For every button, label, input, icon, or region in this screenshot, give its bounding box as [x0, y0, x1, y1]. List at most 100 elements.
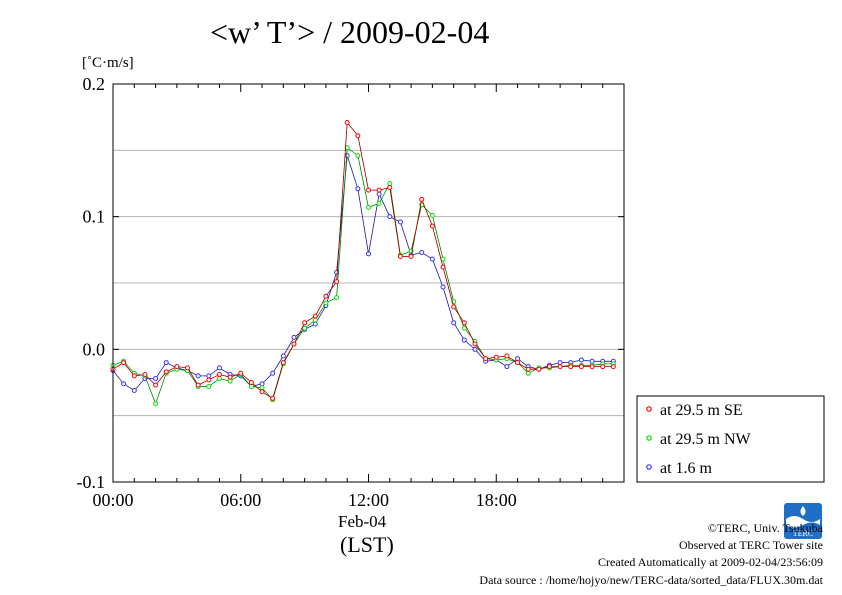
- data-point: [419, 249, 425, 255]
- data-point: [461, 320, 467, 326]
- legend-box: [636, 395, 825, 483]
- y-tick-label: 0.0: [83, 339, 106, 359]
- credit-created: Created Automatically at 2009-02-04/23:5…: [598, 555, 823, 570]
- data-point: [259, 385, 265, 391]
- data-point: [366, 187, 371, 193]
- data-point: [408, 253, 414, 259]
- series-line: [112, 155, 614, 392]
- data-point: [163, 369, 169, 375]
- data-point: [259, 389, 265, 395]
- data-point: [227, 374, 233, 380]
- data-point: [578, 357, 584, 363]
- data-point: [387, 214, 393, 220]
- credits-block: ©TERC, Univ. Tsukuba Observed at TERC To…: [479, 520, 823, 589]
- data-point: [387, 184, 393, 190]
- series-line-shadow: [112, 121, 614, 399]
- data-point: [270, 395, 276, 401]
- series-line-shadow: [112, 147, 614, 405]
- x-tick-label: 06:00: [220, 490, 261, 510]
- terc-logo-icon: TERC: [784, 503, 822, 539]
- data-point: [525, 366, 531, 372]
- data-point: [355, 153, 361, 159]
- data-point: [451, 304, 457, 310]
- data-point: [600, 364, 606, 370]
- credit-site: Observed at TERC Tower site: [678, 538, 823, 553]
- data-point: [142, 372, 148, 378]
- data-point: [206, 383, 212, 389]
- data-point: [493, 354, 499, 360]
- data-point: [440, 264, 446, 270]
- data-point: [280, 353, 286, 359]
- data-point: [216, 365, 222, 371]
- data-point: [302, 325, 308, 331]
- legend: at 29.5 m SE at 29.5 m NW at 1.6 m: [636, 395, 825, 483]
- data-point: [536, 366, 542, 372]
- series-layer: [110, 119, 616, 407]
- legend-label: at 1.6 m: [660, 460, 713, 477]
- data-point: [323, 300, 329, 306]
- data-point: [429, 223, 435, 229]
- y-tick-label: -0.1: [77, 472, 106, 492]
- data-point: [291, 341, 297, 347]
- data-point: [355, 133, 361, 139]
- data-point: [195, 382, 201, 388]
- data-point: [376, 200, 382, 206]
- data-point: [334, 295, 340, 301]
- data-point: [472, 346, 478, 352]
- data-point: [461, 337, 467, 343]
- data-point: [312, 317, 318, 323]
- series-line-shadow: [112, 155, 614, 391]
- data-point: [355, 186, 361, 192]
- gridlines: [113, 149, 624, 417]
- data-point: [429, 212, 435, 218]
- data-point: [153, 376, 159, 382]
- data-point: [185, 365, 191, 371]
- legend-label: at 29.5 m SE: [660, 402, 743, 419]
- data-point: [302, 320, 308, 326]
- data-point: [238, 370, 244, 376]
- data-point: [248, 383, 254, 389]
- legend-marker: [646, 435, 652, 441]
- data-point: [610, 364, 616, 370]
- data-point: [291, 334, 297, 340]
- data-point: [344, 119, 350, 125]
- data-point: [557, 360, 563, 366]
- data-point: [163, 360, 169, 366]
- data-point: [515, 360, 521, 366]
- data-point: [206, 377, 212, 383]
- data-point: [174, 364, 180, 370]
- data-point: [206, 373, 212, 379]
- data-point: [504, 353, 510, 359]
- y-tick-label: 0.2: [83, 74, 106, 94]
- data-point: [216, 376, 222, 382]
- data-point: [270, 370, 276, 376]
- data-point: [440, 284, 446, 290]
- series-0: [110, 119, 616, 401]
- data-point: [259, 381, 265, 387]
- data-point: [248, 380, 254, 385]
- x-axis-date-label: Feb-04: [338, 512, 387, 531]
- data-point: [334, 279, 340, 285]
- data-point: [461, 325, 467, 331]
- data-point: [195, 373, 201, 379]
- data-point: [397, 219, 403, 225]
- data-point: [153, 401, 159, 407]
- data-point: [483, 356, 489, 362]
- x-axis: 00:00 06:00 12:00 18:00: [92, 84, 625, 510]
- data-point: [472, 341, 478, 347]
- data-point: [589, 364, 595, 370]
- data-point: [515, 356, 521, 362]
- data-point: [131, 387, 137, 393]
- data-point: [153, 382, 159, 388]
- data-point: [589, 358, 595, 364]
- data-point: [376, 187, 382, 193]
- y-axis-unit: [˚C·m/s]: [82, 55, 134, 71]
- chart-title: <w’ T’> / 2009-02-04: [210, 14, 490, 50]
- data-point: [557, 364, 563, 370]
- legend-marker: [646, 464, 652, 470]
- data-point: [429, 256, 435, 262]
- data-point: [227, 378, 233, 384]
- data-point: [387, 181, 393, 186]
- x-tick-label: 12:00: [348, 490, 389, 510]
